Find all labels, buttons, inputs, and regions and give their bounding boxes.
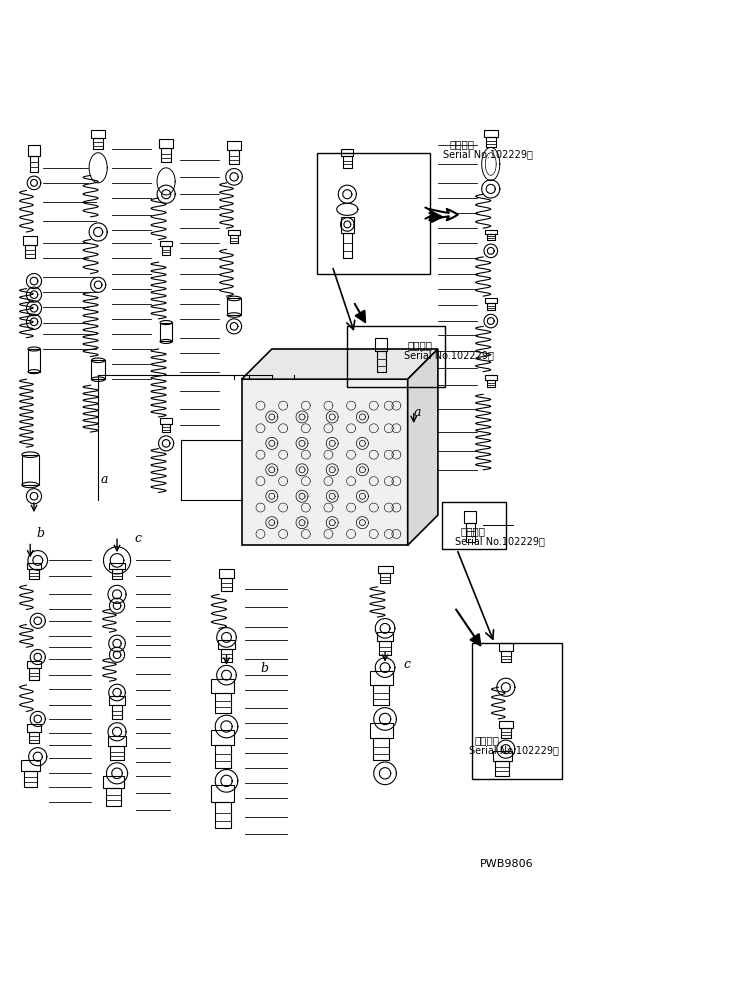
Bar: [94, 138, 103, 149]
Bar: [472, 643, 562, 779]
Bar: [106, 788, 121, 806]
Text: PWB9806: PWB9806: [479, 859, 533, 869]
Bar: [499, 643, 513, 651]
Bar: [221, 578, 232, 591]
Bar: [214, 745, 231, 768]
Bar: [379, 641, 391, 655]
Bar: [26, 245, 35, 258]
Bar: [230, 235, 239, 243]
Bar: [29, 156, 39, 172]
Bar: [160, 418, 172, 424]
Bar: [380, 573, 390, 583]
Bar: [112, 705, 122, 719]
Text: b: b: [36, 527, 45, 540]
Bar: [214, 802, 231, 828]
Bar: [501, 728, 510, 738]
Bar: [162, 148, 171, 162]
Text: 適用号機: 適用号機: [408, 340, 433, 350]
Bar: [377, 351, 386, 372]
Bar: [160, 241, 172, 246]
Bar: [110, 746, 124, 760]
Bar: [218, 640, 235, 649]
Bar: [230, 150, 239, 164]
Bar: [162, 424, 171, 432]
Bar: [378, 566, 393, 573]
Bar: [107, 736, 126, 746]
Bar: [242, 379, 408, 545]
Bar: [341, 217, 354, 233]
Bar: [499, 721, 513, 728]
Bar: [28, 349, 40, 372]
Bar: [28, 145, 40, 156]
Bar: [442, 502, 506, 549]
Bar: [485, 298, 497, 303]
Text: a: a: [414, 406, 421, 419]
Bar: [227, 298, 241, 315]
Text: c: c: [134, 532, 141, 545]
Text: a: a: [100, 473, 108, 486]
Text: Serial No.102229～: Serial No.102229～: [443, 149, 533, 159]
Bar: [484, 130, 498, 137]
Bar: [466, 523, 475, 542]
Text: 適用号機: 適用号機: [474, 736, 499, 746]
Bar: [27, 661, 41, 668]
Bar: [341, 149, 353, 156]
Bar: [493, 751, 512, 761]
Polygon shape: [408, 349, 438, 545]
Bar: [91, 360, 105, 379]
Bar: [211, 679, 234, 693]
Bar: [486, 380, 495, 387]
Bar: [220, 649, 233, 662]
Text: 適用号機: 適用号機: [461, 526, 485, 536]
Bar: [486, 137, 495, 147]
Bar: [486, 303, 495, 310]
Polygon shape: [242, 349, 438, 379]
Bar: [485, 375, 497, 380]
Bar: [160, 323, 172, 341]
Bar: [23, 236, 37, 245]
Bar: [27, 563, 41, 569]
Bar: [486, 234, 495, 240]
Bar: [211, 785, 234, 802]
Bar: [214, 693, 231, 713]
Bar: [343, 233, 352, 258]
Bar: [91, 130, 105, 138]
Bar: [22, 455, 39, 485]
Bar: [21, 760, 40, 771]
Bar: [464, 511, 476, 523]
Bar: [162, 246, 171, 255]
Bar: [370, 723, 393, 738]
Bar: [317, 153, 430, 273]
Bar: [228, 230, 240, 235]
Bar: [227, 141, 241, 150]
Bar: [373, 685, 390, 705]
Text: Serial No.102229～: Serial No.102229～: [404, 350, 494, 360]
Bar: [219, 569, 234, 578]
Bar: [370, 671, 393, 685]
Bar: [377, 632, 393, 641]
Bar: [211, 730, 234, 745]
Text: b: b: [260, 662, 269, 675]
Bar: [159, 139, 173, 148]
Bar: [501, 651, 510, 662]
Bar: [29, 668, 39, 680]
Bar: [343, 156, 352, 168]
Bar: [375, 338, 387, 351]
Text: Serial No.102229～: Serial No.102229～: [469, 745, 559, 755]
Text: c: c: [404, 658, 411, 671]
Bar: [485, 230, 497, 234]
Bar: [347, 326, 445, 387]
Bar: [112, 569, 122, 579]
Bar: [23, 771, 37, 787]
Bar: [109, 563, 125, 569]
Bar: [109, 696, 125, 705]
Bar: [103, 776, 124, 788]
Text: 適用号機: 適用号機: [449, 139, 474, 149]
Bar: [495, 761, 509, 776]
Text: Serial No.102229～: Serial No.102229～: [455, 536, 545, 546]
Bar: [373, 738, 390, 760]
Bar: [29, 569, 39, 579]
Bar: [29, 732, 39, 743]
Bar: [27, 724, 41, 732]
